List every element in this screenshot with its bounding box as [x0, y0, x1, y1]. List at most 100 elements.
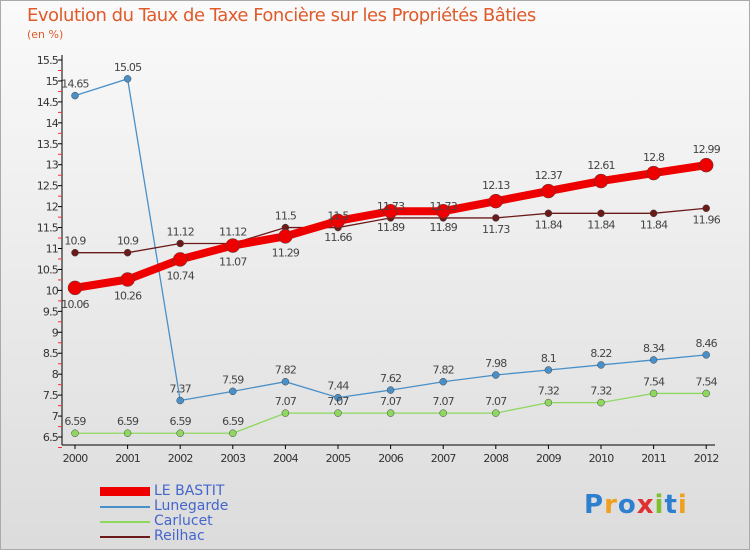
data-label: 11.84: [587, 218, 615, 231]
data-point: [176, 396, 184, 405]
data-point: [435, 203, 451, 219]
data-point: [698, 157, 714, 173]
data-point: [123, 248, 132, 257]
x-tick-label: 2012: [694, 452, 719, 465]
x-tick-label: 2011: [641, 452, 666, 465]
data-point: [702, 204, 710, 213]
x-tick-label: 2007: [431, 452, 457, 465]
data-point: [225, 238, 241, 253]
data-point: [123, 75, 132, 83]
data-label: 7.82: [275, 364, 296, 377]
legend-swatch: [100, 535, 150, 538]
data-point: [544, 398, 553, 407]
data-label: 11.66: [324, 231, 352, 244]
y-axis-unit: (en %): [27, 28, 64, 41]
data-point: [702, 351, 710, 359]
data-point: [597, 361, 605, 369]
legend-item: Lunegarde: [100, 499, 228, 514]
data-point: [67, 280, 83, 296]
data-point: [492, 214, 500, 222]
data-point: [330, 213, 346, 229]
data-label: 11.5: [275, 210, 297, 223]
data-label: 10.74: [166, 269, 194, 282]
x-tick-label: 2005: [326, 452, 352, 465]
data-point: [281, 377, 290, 386]
data-point: [334, 409, 342, 417]
data-point: [597, 209, 605, 218]
x-tick-label: 2009: [536, 452, 562, 465]
data-label: 10.06: [61, 298, 89, 311]
data-label: 7.59: [222, 373, 244, 386]
y-tick-label: 6.5: [43, 431, 59, 444]
data-label: 11.84: [535, 218, 563, 231]
data-point: [649, 209, 658, 218]
data-label: 7.07: [380, 395, 402, 408]
data-label: 11.84: [640, 218, 668, 231]
x-tick-label: 2004: [273, 452, 299, 465]
legend-label: Carlucet: [154, 513, 213, 529]
data-label: 15.05: [114, 61, 142, 74]
y-tick-label: 15.5: [37, 54, 59, 67]
legend-swatch: [100, 505, 150, 508]
y-tick-label: 9.5: [43, 305, 59, 318]
data-label: 11.96: [692, 213, 720, 226]
data-point: [334, 393, 342, 402]
legend-label: Reilhac: [154, 528, 205, 544]
data-label: 11.73: [482, 223, 510, 236]
data-label: 6.59: [117, 415, 139, 428]
legend-swatch: [100, 487, 150, 496]
data-label: 6.59: [64, 415, 86, 428]
y-tick-label: 14: [46, 117, 59, 130]
x-tick-label: 2003: [220, 452, 246, 465]
data-point: [488, 193, 504, 209]
x-tick-label: 2002: [168, 452, 193, 465]
y-tick-label: 11.5: [37, 222, 59, 235]
x-tick-label: 2000: [63, 452, 89, 465]
data-label: 6.59: [170, 415, 192, 428]
data-label: 11.73: [377, 200, 405, 213]
data-label: 12.13: [482, 179, 510, 192]
data-point: [383, 203, 398, 219]
data-point: [229, 429, 237, 437]
data-point: [593, 173, 609, 189]
data-point: [646, 165, 661, 181]
data-label: 7.98: [485, 357, 507, 370]
x-tick-label: 2008: [483, 452, 509, 465]
data-label: 12.37: [535, 169, 563, 182]
data-point: [541, 183, 556, 199]
y-tick-label: 9: [52, 326, 59, 339]
x-tick-label: 2010: [589, 452, 615, 465]
data-label: 12.99: [692, 143, 720, 156]
proxiti-logo: Proxiti: [584, 490, 688, 520]
data-label: 12.61: [587, 159, 615, 172]
data-label: 7.54: [696, 375, 718, 388]
legend-label: Lunegarde: [154, 498, 229, 514]
legend-item: Reilhac: [100, 529, 228, 544]
y-tick-label: 11: [46, 243, 58, 256]
legend-swatch: [100, 520, 150, 523]
data-label: 11.89: [377, 221, 405, 234]
data-point: [172, 252, 188, 267]
data-label: 8.46: [696, 337, 718, 350]
data-label: 11.73: [429, 200, 457, 213]
data-point: [278, 229, 293, 244]
data-label: 11.29: [272, 246, 300, 259]
chart-title: Evolution du Taux de Taxe Foncière sur l…: [27, 5, 536, 26]
data-point: [702, 389, 710, 398]
data-point: [649, 389, 658, 398]
data-label: 7.07: [275, 395, 297, 408]
data-label: 7.37: [170, 383, 192, 396]
x-tick-label: 2001: [115, 452, 140, 465]
data-point: [71, 248, 79, 257]
data-label: 7.07: [433, 395, 455, 408]
data-label: 11.89: [429, 221, 457, 234]
y-tick-label: 10.5: [37, 263, 59, 276]
y-tick-label: 7.5: [43, 389, 59, 402]
data-label: 8.1: [541, 352, 556, 365]
data-point: [492, 371, 500, 379]
y-tick-label: 8.5: [43, 347, 59, 360]
y-tick-label: 8: [52, 368, 59, 381]
data-point: [649, 356, 658, 364]
data-point: [439, 409, 447, 417]
